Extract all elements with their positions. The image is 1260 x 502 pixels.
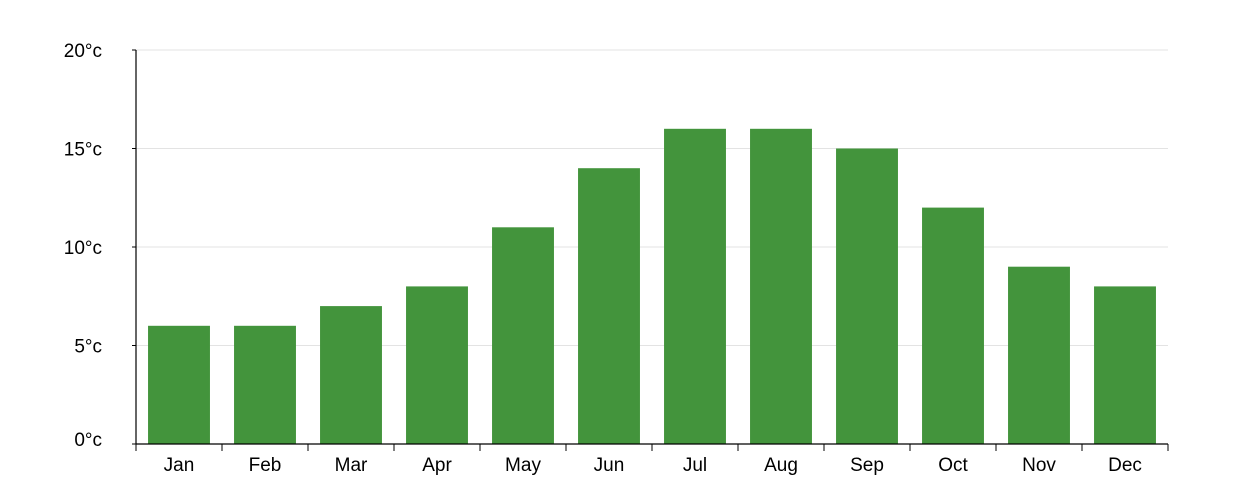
y-tick-label: 20°c bbox=[64, 41, 102, 62]
x-tick-label: Jan bbox=[164, 455, 195, 476]
y-tick-label: 10°c bbox=[64, 238, 102, 259]
bar-nov bbox=[1008, 266, 1070, 444]
x-tick-label: Mar bbox=[335, 455, 368, 476]
y-tick-label: 0°c bbox=[74, 430, 102, 451]
bar-aug bbox=[750, 128, 812, 445]
bar-oct bbox=[922, 207, 984, 444]
x-tick-label: Jun bbox=[594, 455, 625, 476]
x-tick-label: May bbox=[505, 455, 541, 476]
x-tick-label: Jul bbox=[683, 455, 707, 476]
x-tick-label: Sep bbox=[850, 455, 884, 476]
x-tick-label: Oct bbox=[938, 455, 968, 476]
bar-dec bbox=[1094, 286, 1156, 444]
x-tick-label: Dec bbox=[1108, 455, 1142, 476]
bars bbox=[148, 128, 1156, 445]
bar-jul bbox=[664, 128, 726, 445]
grid-lines bbox=[136, 49, 1168, 346]
y-axis-ticks: 0°c 5°c 10°c 15°c 20°c bbox=[64, 41, 136, 451]
x-tick-label: Apr bbox=[422, 455, 452, 476]
x-tick-label: Aug bbox=[764, 455, 798, 476]
x-tick-label: Nov bbox=[1022, 455, 1056, 476]
x-tick-label: Feb bbox=[249, 455, 282, 476]
bar-jan bbox=[148, 325, 210, 444]
y-tick-label: 5°c bbox=[74, 337, 102, 358]
x-axis-ticks: Jan Feb Mar Apr May Jun Jul Aug Sep Oct Nov Dec bbox=[135, 444, 1169, 476]
bar-sep bbox=[836, 148, 898, 444]
bar-may bbox=[492, 227, 554, 444]
y-tick-label: 15°c bbox=[64, 140, 102, 161]
bar-apr bbox=[406, 286, 468, 444]
bar-jun bbox=[578, 168, 640, 444]
bar-mar bbox=[320, 306, 382, 444]
bar-feb bbox=[234, 325, 296, 444]
